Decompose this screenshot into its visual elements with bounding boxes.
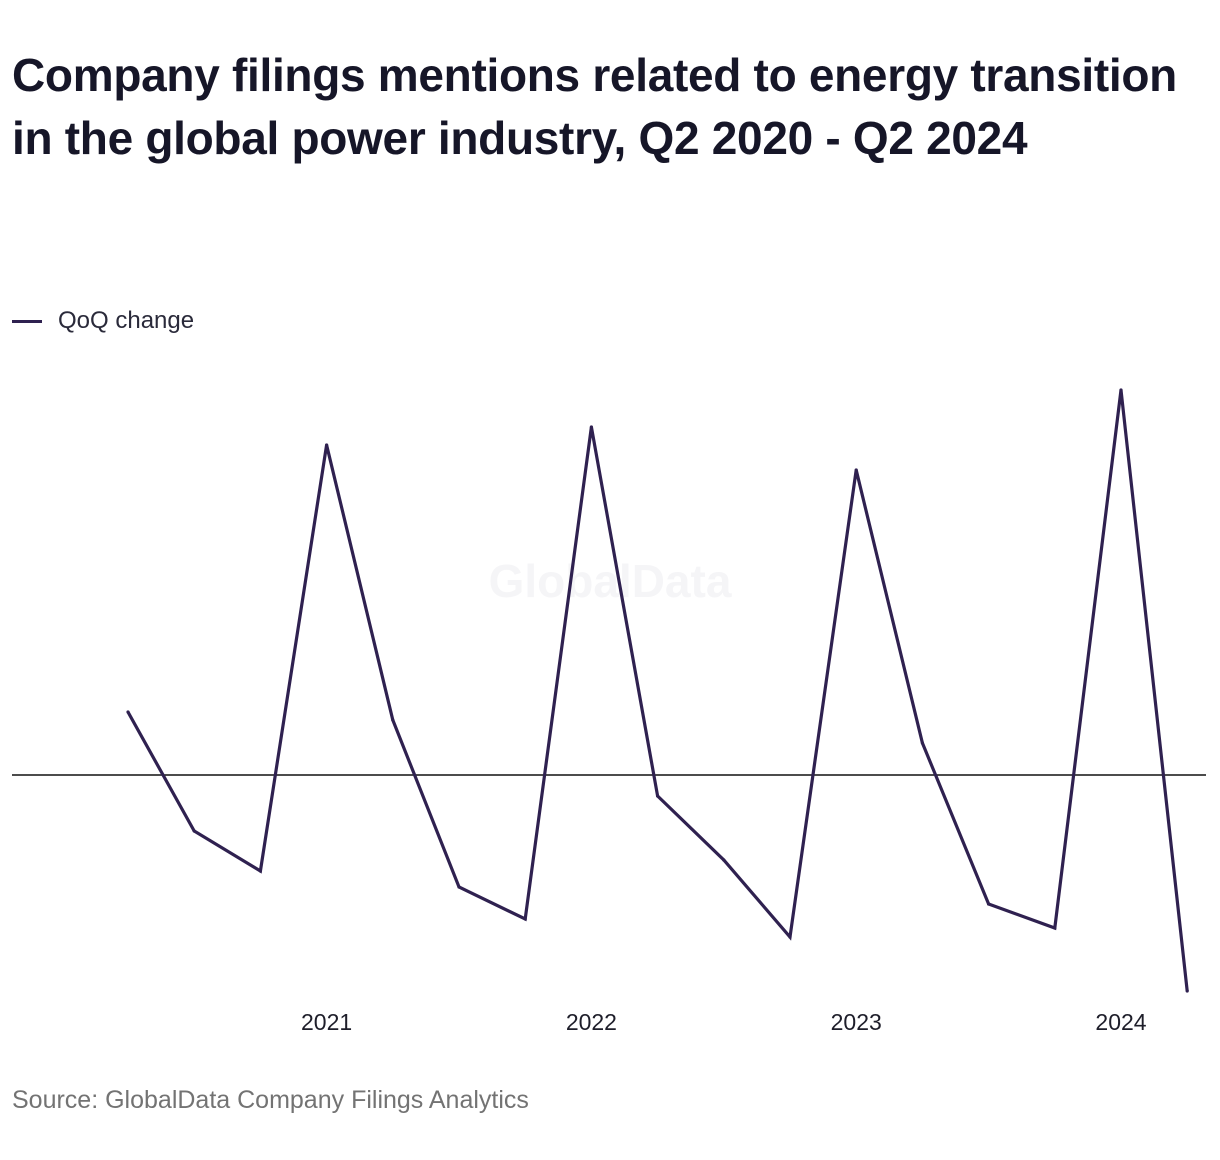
data-point bbox=[987, 902, 991, 906]
data-point bbox=[920, 741, 925, 745]
data-point bbox=[391, 718, 395, 722]
data-point bbox=[1119, 388, 1123, 392]
data-point bbox=[1053, 926, 1057, 930]
x-tick-label: 2021 bbox=[301, 1009, 352, 1035]
chart-title: Company filings mentions related to ener… bbox=[12, 49, 1177, 164]
data-point bbox=[1185, 989, 1189, 993]
data-point bbox=[722, 858, 726, 862]
data-point bbox=[788, 935, 792, 939]
watermark-text: GlobalData bbox=[489, 555, 732, 607]
x-tick-label: 2023 bbox=[831, 1009, 882, 1035]
source-note: Source: GlobalData Company Filings Analy… bbox=[12, 1086, 529, 1114]
legend: QoQ change bbox=[12, 306, 194, 336]
x-tick-label: 2024 bbox=[1095, 1009, 1146, 1035]
data-point bbox=[457, 885, 461, 889]
data-point bbox=[523, 917, 527, 921]
data-point bbox=[854, 468, 858, 472]
data-point bbox=[325, 443, 329, 447]
data-point bbox=[258, 869, 262, 873]
series-line-0 bbox=[126, 389, 1189, 992]
data-point bbox=[656, 794, 660, 798]
legend-label-qoq-change: QoQ change bbox=[58, 307, 195, 334]
legend-swatch-qoq-change bbox=[12, 319, 42, 323]
data-point bbox=[589, 425, 594, 429]
data-point bbox=[192, 829, 196, 833]
data-point bbox=[126, 710, 130, 714]
x-tick-label: 2022 bbox=[566, 1009, 617, 1035]
